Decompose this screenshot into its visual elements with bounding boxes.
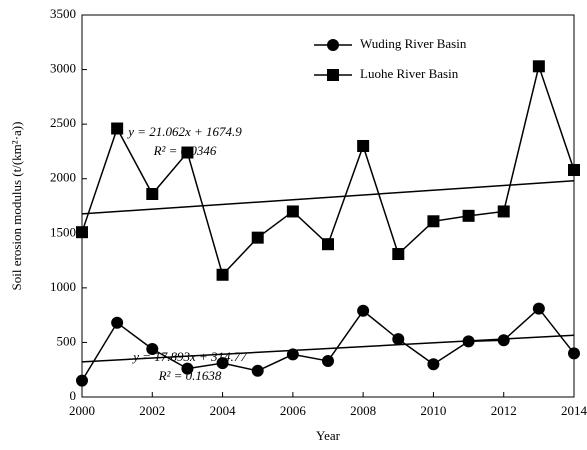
trend-line bbox=[81, 334, 575, 363]
x-tick-label: 2006 bbox=[280, 403, 307, 418]
data-point bbox=[251, 231, 264, 244]
data-point bbox=[462, 209, 475, 222]
data-point bbox=[76, 374, 88, 387]
x-axis-label: Year bbox=[316, 428, 341, 443]
data-point bbox=[497, 334, 510, 347]
x-tick-label: 2008 bbox=[350, 403, 376, 418]
data-point bbox=[216, 357, 229, 370]
data-point bbox=[111, 122, 124, 135]
data-point bbox=[286, 348, 299, 361]
y-tick-label: 3000 bbox=[50, 61, 76, 76]
y-tick-label: 3500 bbox=[50, 6, 76, 21]
y-tick-label: 500 bbox=[57, 333, 77, 348]
data-point bbox=[146, 342, 159, 355]
data-point bbox=[392, 248, 405, 261]
data-point bbox=[146, 187, 159, 200]
legend-label: Wuding River Basin bbox=[360, 36, 467, 51]
plot-frame bbox=[81, 14, 575, 398]
x-tick-label: 2004 bbox=[210, 403, 237, 418]
x-tick-label: 2002 bbox=[139, 403, 165, 418]
data-point bbox=[181, 362, 194, 375]
data-point bbox=[462, 335, 475, 348]
data-point bbox=[357, 139, 370, 152]
y-tick-label: 1500 bbox=[50, 224, 76, 239]
trend-equation: y = 21.062x + 1674.9 bbox=[126, 124, 242, 139]
legend-label: Luohe River Basin bbox=[360, 66, 459, 81]
trend-r2: R² = 0.1638 bbox=[158, 368, 222, 383]
x-tick-label: 2014 bbox=[561, 403, 587, 418]
data-point bbox=[427, 358, 440, 371]
y-tick-label: 0 bbox=[70, 388, 77, 403]
legend-marker bbox=[327, 69, 339, 81]
data-point bbox=[76, 226, 88, 239]
data-point bbox=[322, 238, 334, 251]
x-tick-label: 2000 bbox=[69, 403, 95, 418]
data-point bbox=[322, 354, 334, 367]
data-point bbox=[392, 333, 405, 346]
y-tick-label: 1000 bbox=[50, 279, 76, 294]
data-point bbox=[181, 146, 194, 159]
trend-r2: R² = 0.0346 bbox=[153, 143, 217, 158]
data-point bbox=[111, 316, 124, 329]
data-point bbox=[568, 163, 580, 176]
data-point bbox=[357, 304, 370, 317]
data-point bbox=[497, 205, 510, 218]
y-tick-label: 2500 bbox=[50, 115, 76, 130]
data-point bbox=[532, 60, 545, 73]
data-point bbox=[427, 215, 440, 228]
x-tick-label: 2012 bbox=[491, 403, 517, 418]
trend-line bbox=[81, 180, 575, 215]
trend-equation: y = 17.893x + 314.77 bbox=[131, 349, 247, 364]
data-point bbox=[568, 347, 580, 360]
y-axis-label: Soil erosion modulus (t/(km²·a)) bbox=[9, 122, 24, 291]
data-point bbox=[251, 364, 264, 377]
legend-marker bbox=[327, 39, 339, 51]
data-point bbox=[532, 302, 545, 315]
x-tick-label: 2010 bbox=[420, 403, 446, 418]
data-point bbox=[286, 205, 299, 218]
y-tick-label: 2000 bbox=[50, 170, 76, 185]
data-point bbox=[216, 268, 229, 281]
